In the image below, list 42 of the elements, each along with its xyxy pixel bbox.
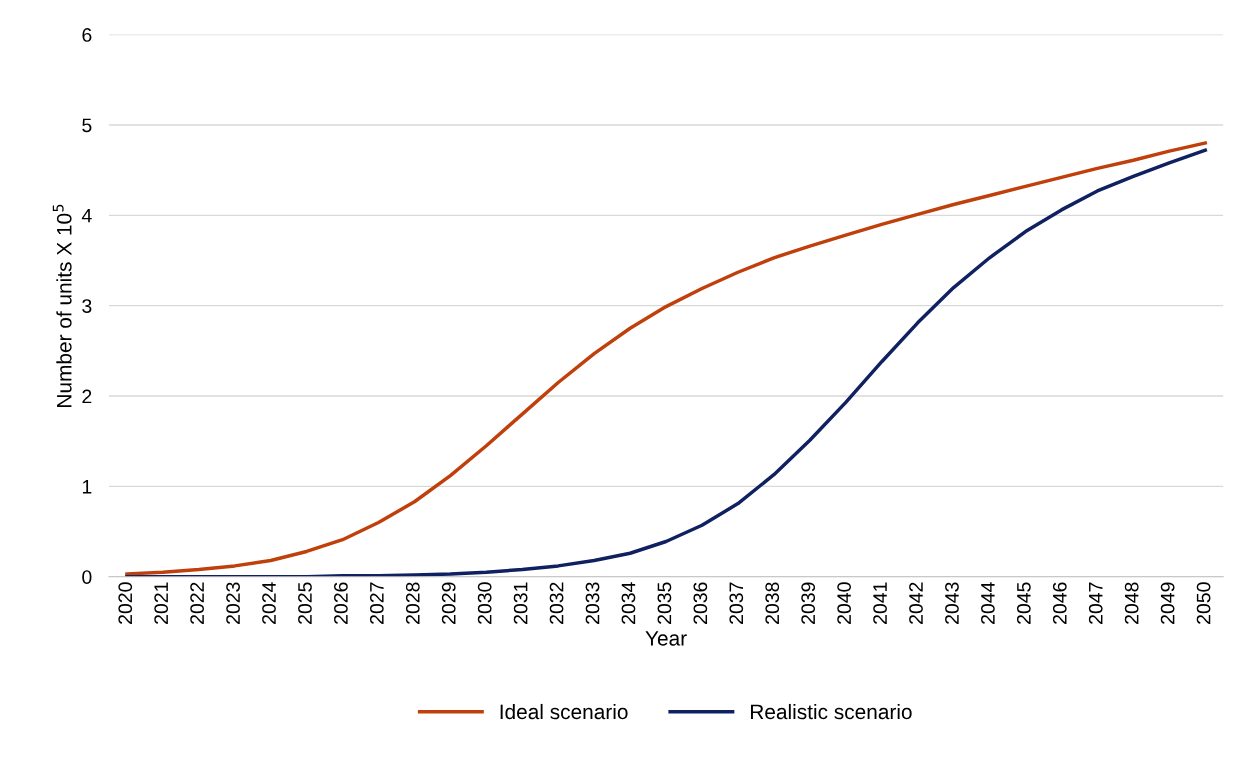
x-tick-label: 2022 <box>190 582 204 624</box>
x-axis-title: Year <box>645 631 687 646</box>
x-tick-label: 2028 <box>405 582 420 624</box>
x-tick-label: 2041 <box>873 582 887 624</box>
x-tick-label: 2031 <box>513 582 528 624</box>
x-tick-label: 2038 <box>765 582 780 624</box>
legend-label: Realistic scenario <box>751 703 912 720</box>
x-tick-label: 2034 <box>621 582 636 624</box>
x-tick-label: 2042 <box>909 582 923 624</box>
x-tick-label: 2047 <box>1088 582 1103 624</box>
x-tick-label: 2032 <box>549 582 564 624</box>
x-tick-label: 2040 <box>837 582 852 624</box>
legend-label: Ideal scenario <box>500 703 628 720</box>
x-tick-label: 2021 <box>154 582 169 624</box>
x-tick-label: 2035 <box>657 582 672 624</box>
x-tick-label: 2044 <box>981 582 995 624</box>
x-tick-label: 2036 <box>693 582 708 624</box>
x-tick-label: 2050 <box>1196 582 1211 624</box>
x-tick-label: 2048 <box>1124 582 1139 624</box>
y-tick-label: 4 <box>81 208 92 223</box>
x-tick-label: 2025 <box>298 582 312 624</box>
y-axis-title: Number of units X 10$^{5}$ <box>52 204 72 407</box>
x-tick-label: 2023 <box>226 582 240 624</box>
y-tick-label: 3 <box>82 299 92 313</box>
y-tick-label: 2 <box>82 389 92 404</box>
x-tick-label: 2024 <box>262 582 276 624</box>
x-tick-label: 2045 <box>1016 582 1031 624</box>
x-tick-label: 2030 <box>477 582 492 624</box>
x-tick-label: 2037 <box>729 582 744 624</box>
x-tick-label: 2029 <box>441 582 456 624</box>
x-tick-label: 2046 <box>1052 582 1067 624</box>
x-tick-label: 2027 <box>369 582 384 624</box>
y-tick-label: 5 <box>82 118 92 133</box>
x-tick-label: 2049 <box>1160 582 1175 624</box>
y-tick-label: 1 <box>82 480 92 494</box>
x-tick-label: 2026 <box>334 582 348 624</box>
x-tick-label: 2043 <box>945 582 959 624</box>
y-tick-label: 0 <box>82 570 92 584</box>
y-tick-label: 6 <box>82 28 92 42</box>
x-tick-label: 2033 <box>585 582 600 624</box>
x-tick-label: 2020 <box>118 582 133 624</box>
x-tick-label: 2039 <box>801 582 816 624</box>
